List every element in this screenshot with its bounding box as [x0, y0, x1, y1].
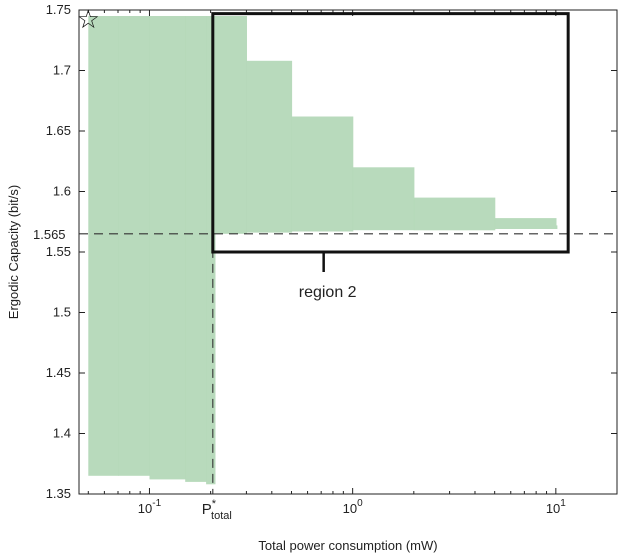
p-total-superscript: * — [212, 498, 217, 510]
x-axis-label: Total power consumption (mW) — [258, 538, 437, 553]
x-tick-label: 100 — [343, 498, 363, 516]
data-point-band — [555, 225, 558, 229]
y-axis-label: Ergodic Capacity (bit/s) — [6, 185, 21, 319]
data-point-band — [214, 16, 247, 234]
data-point-band — [246, 60, 293, 233]
y-tick-label: 1.6 — [53, 184, 71, 199]
data-point-band — [413, 197, 496, 231]
p-total-subscript: total — [211, 510, 232, 522]
x-tick-base: 10 — [343, 501, 357, 516]
region-2-box — [211, 12, 570, 254]
y-tick-label: 1.65 — [46, 123, 71, 138]
data-point-band — [185, 16, 207, 482]
y-tick-label: 1.4 — [53, 426, 71, 441]
x-tick-base: 10 — [546, 501, 560, 516]
data-point-band — [291, 116, 354, 232]
x-tick-base: 10 — [138, 501, 152, 516]
x-tick-exponent: -1 — [152, 498, 161, 509]
y-tick-label: 1.7 — [53, 63, 71, 78]
y-tick-label: 1.75 — [46, 2, 71, 17]
y-tick-label: 1.55 — [46, 244, 71, 259]
threshold-value-label: 1.565 — [33, 227, 66, 242]
data-point-band — [149, 16, 186, 480]
p-total-label: P* total — [202, 498, 232, 522]
y-tick-label: 1.45 — [46, 365, 71, 380]
x-axis-ticks: 10-1 100 101 — [87, 10, 618, 516]
y-axis-ticks: 1.35 1.4 1.45 1.5 1.55 1.6 1.65 1.7 1.75 — [46, 2, 617, 501]
y-tick-label: 1.35 — [46, 486, 71, 501]
y-tick-label: 1.5 — [53, 305, 71, 320]
data-point-band — [118, 16, 151, 476]
data-point-band — [352, 167, 415, 231]
x-tick-label: 10-1 — [138, 498, 162, 516]
data-point-band — [88, 16, 119, 476]
region-2-label: region 2 — [299, 284, 357, 301]
x-tick-exponent: 1 — [560, 498, 566, 509]
x-tick-exponent: 0 — [357, 498, 363, 509]
data-point-band — [206, 16, 216, 485]
data-points-layer — [88, 16, 558, 485]
data-point-band — [494, 218, 557, 229]
x-tick-label: 101 — [546, 498, 566, 516]
optimum-star-icon: ☆ — [77, 4, 100, 34]
p-total-base: P — [202, 501, 212, 518]
